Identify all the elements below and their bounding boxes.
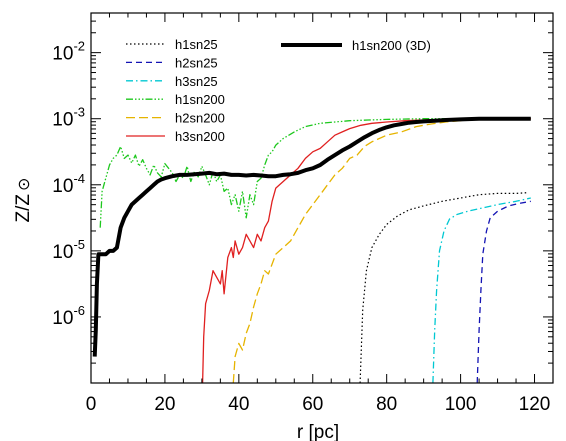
y-axis-title: Z/Z ⊙ [13,178,34,223]
series-line-1 [476,200,531,383]
y-tick-label: 10-5 [52,237,85,263]
legend: h1sn25 h2sn25 h3sn25 h1sn200 h2sn200 h3sn200 h… [126,37,431,144]
y-tick-label: 10-3 [52,105,85,131]
svg-text:Z/Z⊙: Z/Z ⊙ [13,178,34,223]
x-tick-label: 100 [445,394,477,415]
series-line-3 [99,118,531,228]
x-tick-label: 60 [302,394,323,415]
y-tick-label: 10-6 [52,303,85,329]
series-line-4 [232,118,531,383]
series-line-6 [92,116,531,357]
series-layer [92,116,531,383]
x-tick-label: 120 [519,394,551,415]
series-line-2 [432,197,531,383]
legend-label: h3sn200 [175,129,225,144]
legend-label: h3sn25 [175,74,218,89]
legend-label: h1sn200 [175,92,225,107]
legend-label: h2sn200 [175,111,225,126]
y-axis-title-symbol: ⊙ [16,178,33,191]
tick-labels: 0 20 40 60 80 100 120 10-6 10-5 10-4 10-3 10-2 [52,39,550,415]
series-line-0 [359,192,528,383]
y-tick-label: 10-4 [52,171,85,197]
x-tick-label: 20 [154,394,175,415]
x-tick-label: 40 [228,394,249,415]
x-axis-title: r [pc] [297,422,339,441]
legend-label: h1sn25 [175,37,218,52]
series-line-5 [201,118,531,383]
ticks-layer [90,13,554,383]
x-tick-label: 80 [376,394,397,415]
legend-label: h1sn200 (3D) [352,38,431,53]
legend-label: h2sn25 [175,55,218,70]
y-axis-title-text: Z/Z [13,194,34,223]
plot-frame [90,12,554,384]
x-tick-label: 0 [86,394,97,415]
y-tick-label: 10-2 [52,39,85,65]
